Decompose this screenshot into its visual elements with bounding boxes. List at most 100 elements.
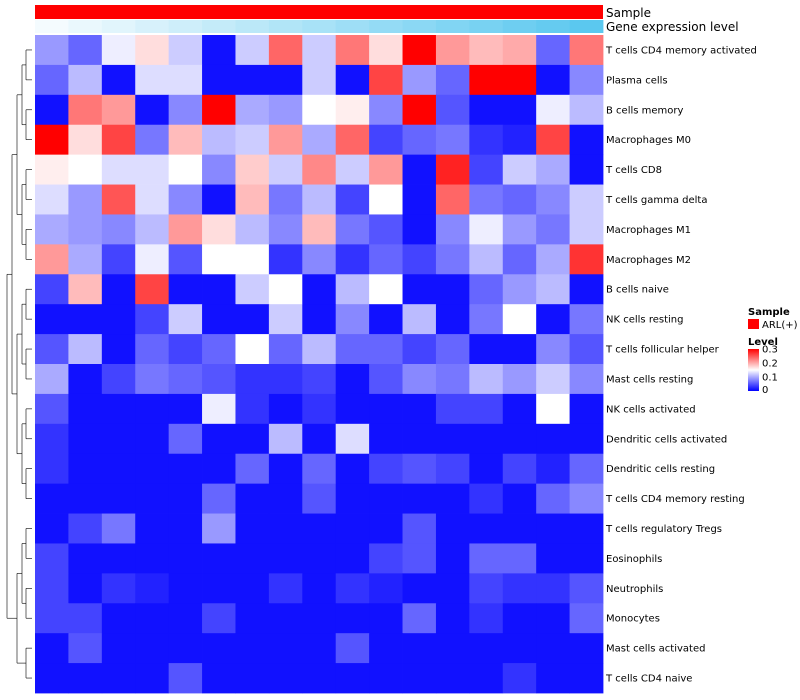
heatmap-cell [135,244,170,275]
heatmap-cell [402,364,437,395]
heatmap-cell [168,94,203,126]
heatmap-cell [369,124,403,156]
heatmap-cell [536,393,570,425]
heatmap-cell [101,64,136,96]
heatmap-cell [168,64,203,96]
heatmap-cell [68,184,103,215]
heatmap-cell [35,214,69,245]
heatmap-cell [335,364,370,395]
heatmap-cell [569,64,604,96]
heatmap-cell [68,543,103,574]
row-labels: T cells CD4 memory activated Plasma cells… [605,45,757,684]
heatmap-cell [202,364,236,395]
heatmap-cell [502,513,537,544]
heatmap-cell [469,423,504,455]
heatmap-cell [302,184,337,215]
heatmap-cell [68,603,103,634]
annotation-bars [35,5,604,33]
heatmap-cell [302,274,337,305]
heatmap-cell [536,453,570,485]
heatmap-cell [35,94,69,126]
heatmap-cell [68,274,103,305]
heatmap-cell [101,154,136,185]
heatmap-cell [235,663,270,694]
row-label: NK cells resting [606,315,683,326]
heatmap-cell [268,483,303,514]
annotation-cell-expression [435,20,470,33]
heatmap-cell [469,513,504,544]
heatmap-cell [202,35,236,66]
legend-level-tick: 0 [762,385,768,396]
row-label: Macrophages M0 [606,135,691,146]
heatmap-cell [235,483,270,514]
heatmap-cell [101,214,136,245]
heatmap-cell [569,393,604,425]
heatmap-cell [202,334,236,365]
heatmap-cell [168,334,203,365]
heatmap-cell [68,513,103,544]
heatmap-cell [569,633,604,664]
heatmap-cell [268,543,303,574]
heatmap-cell [369,513,403,544]
heatmap-cell [502,603,537,634]
heatmap-cell [435,244,470,275]
heatmap-cell [369,334,403,365]
row-label: T cells CD8 [605,165,662,176]
heatmap-cell [268,214,303,245]
heatmap-cell [335,244,370,275]
heatmap-cell [369,154,403,185]
heatmap-cell [202,184,236,215]
heatmap-cell [335,274,370,305]
row-label: NK cells activated [606,404,696,415]
heatmap-cell [536,334,570,365]
heatmap-cell [168,393,203,425]
heatmap-cell [435,304,470,335]
heatmap-cell [402,214,437,245]
legend-level-colorbar [748,349,759,391]
row-label: T cells CD4 naive [605,674,692,685]
annotation-cell-expression [268,20,303,33]
heatmap-cell [302,543,337,574]
heatmap-cell [569,603,604,634]
row-label: Monocytes [606,614,660,625]
heatmap-cell [502,423,537,455]
heatmap-cell [536,663,570,694]
heatmap-cell [569,94,604,126]
heatmap-cell [202,603,236,634]
heatmap-cell [268,663,303,694]
heatmap-cell [302,364,337,395]
row-label: Neutrophils [606,584,663,595]
heatmap-cell [235,94,270,126]
heatmap-cell [502,35,537,66]
heatmap-cell [68,154,103,185]
heatmap-cell [435,663,470,694]
row-label: T cells follicular helper [605,345,720,356]
heatmap-cell [569,214,604,245]
heatmap-cell [268,573,303,604]
heatmap-cell [536,543,570,574]
heatmap-cell [369,603,403,634]
heatmap-cell [135,334,170,365]
heatmap-cell [168,244,203,275]
heatmap-cell [68,364,103,395]
heatmap-cell [101,244,136,275]
heatmap-cell [235,334,270,365]
heatmap-cell [469,94,504,126]
heatmap-cell [235,573,270,604]
heatmap-cell [168,603,203,634]
heatmap-cell [101,663,136,694]
heatmap-cell [369,543,403,574]
legend-level-tick: 0.2 [762,359,778,370]
heatmap-cell [435,364,470,395]
heatmap-cell [302,633,337,664]
heatmap-cell [101,184,136,215]
heatmap-cell [302,393,337,425]
heatmap-cell [435,274,470,305]
heatmap-cell [502,393,537,425]
heatmap-cell [35,304,69,335]
heatmap-cell [469,154,504,185]
heatmap-cell [435,513,470,544]
heatmap-cell [569,334,604,365]
heatmap-cell [35,35,69,66]
heatmap-cell [502,483,537,514]
